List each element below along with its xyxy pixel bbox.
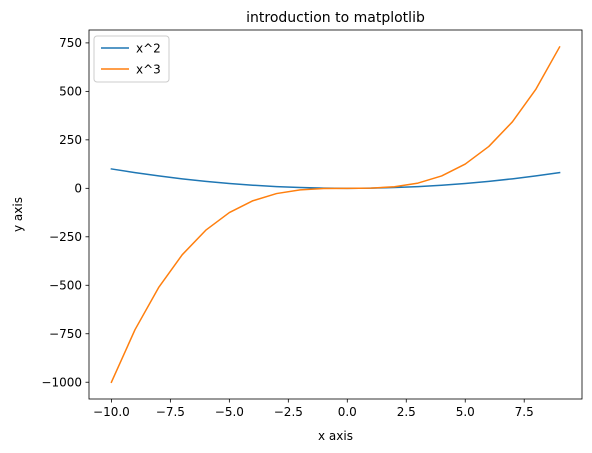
y-axis-label: y axis [11,197,25,232]
x-tick-label: −7.5 [156,405,185,419]
y-tick-label: −750 [49,327,82,341]
legend-label: x^2 [136,41,161,55]
legend: x^2 x^3 [93,35,170,83]
x-tick-label: 2.5 [397,405,416,419]
x-tick-label: 5.0 [456,405,475,419]
plot-area [89,30,582,399]
x-axis: −10.0 −7.5 −5.0 −2.5 0.0 2.5 5.0 7.5 [93,399,534,419]
x-tick-label: −2.5 [274,405,303,419]
axes-frame [88,29,583,400]
x-tick-label: −10.0 [93,405,130,419]
y-tick-label: −500 [49,279,82,293]
y-tick-label: 750 [59,36,82,50]
y-axis: −1000 −750 −500 −250 0 250 500 750 [41,36,89,390]
y-tick-label: 250 [59,133,82,147]
series-layer [110,45,561,384]
y-tick-label: −1000 [41,376,82,390]
chart-title: introduction to matplotlib [246,10,425,26]
series-line-x-cubed [110,45,561,384]
y-tick-label: 500 [59,85,82,99]
y-tick-label: 0 [74,182,82,196]
x-tick-label: 7.5 [515,405,534,419]
x-axis-label: x axis [318,429,353,443]
x-tick-label: 0.0 [338,405,357,419]
legend-label: x^3 [136,62,161,76]
y-tick-label: −250 [49,230,82,244]
x-tick-label: −5.0 [215,405,244,419]
